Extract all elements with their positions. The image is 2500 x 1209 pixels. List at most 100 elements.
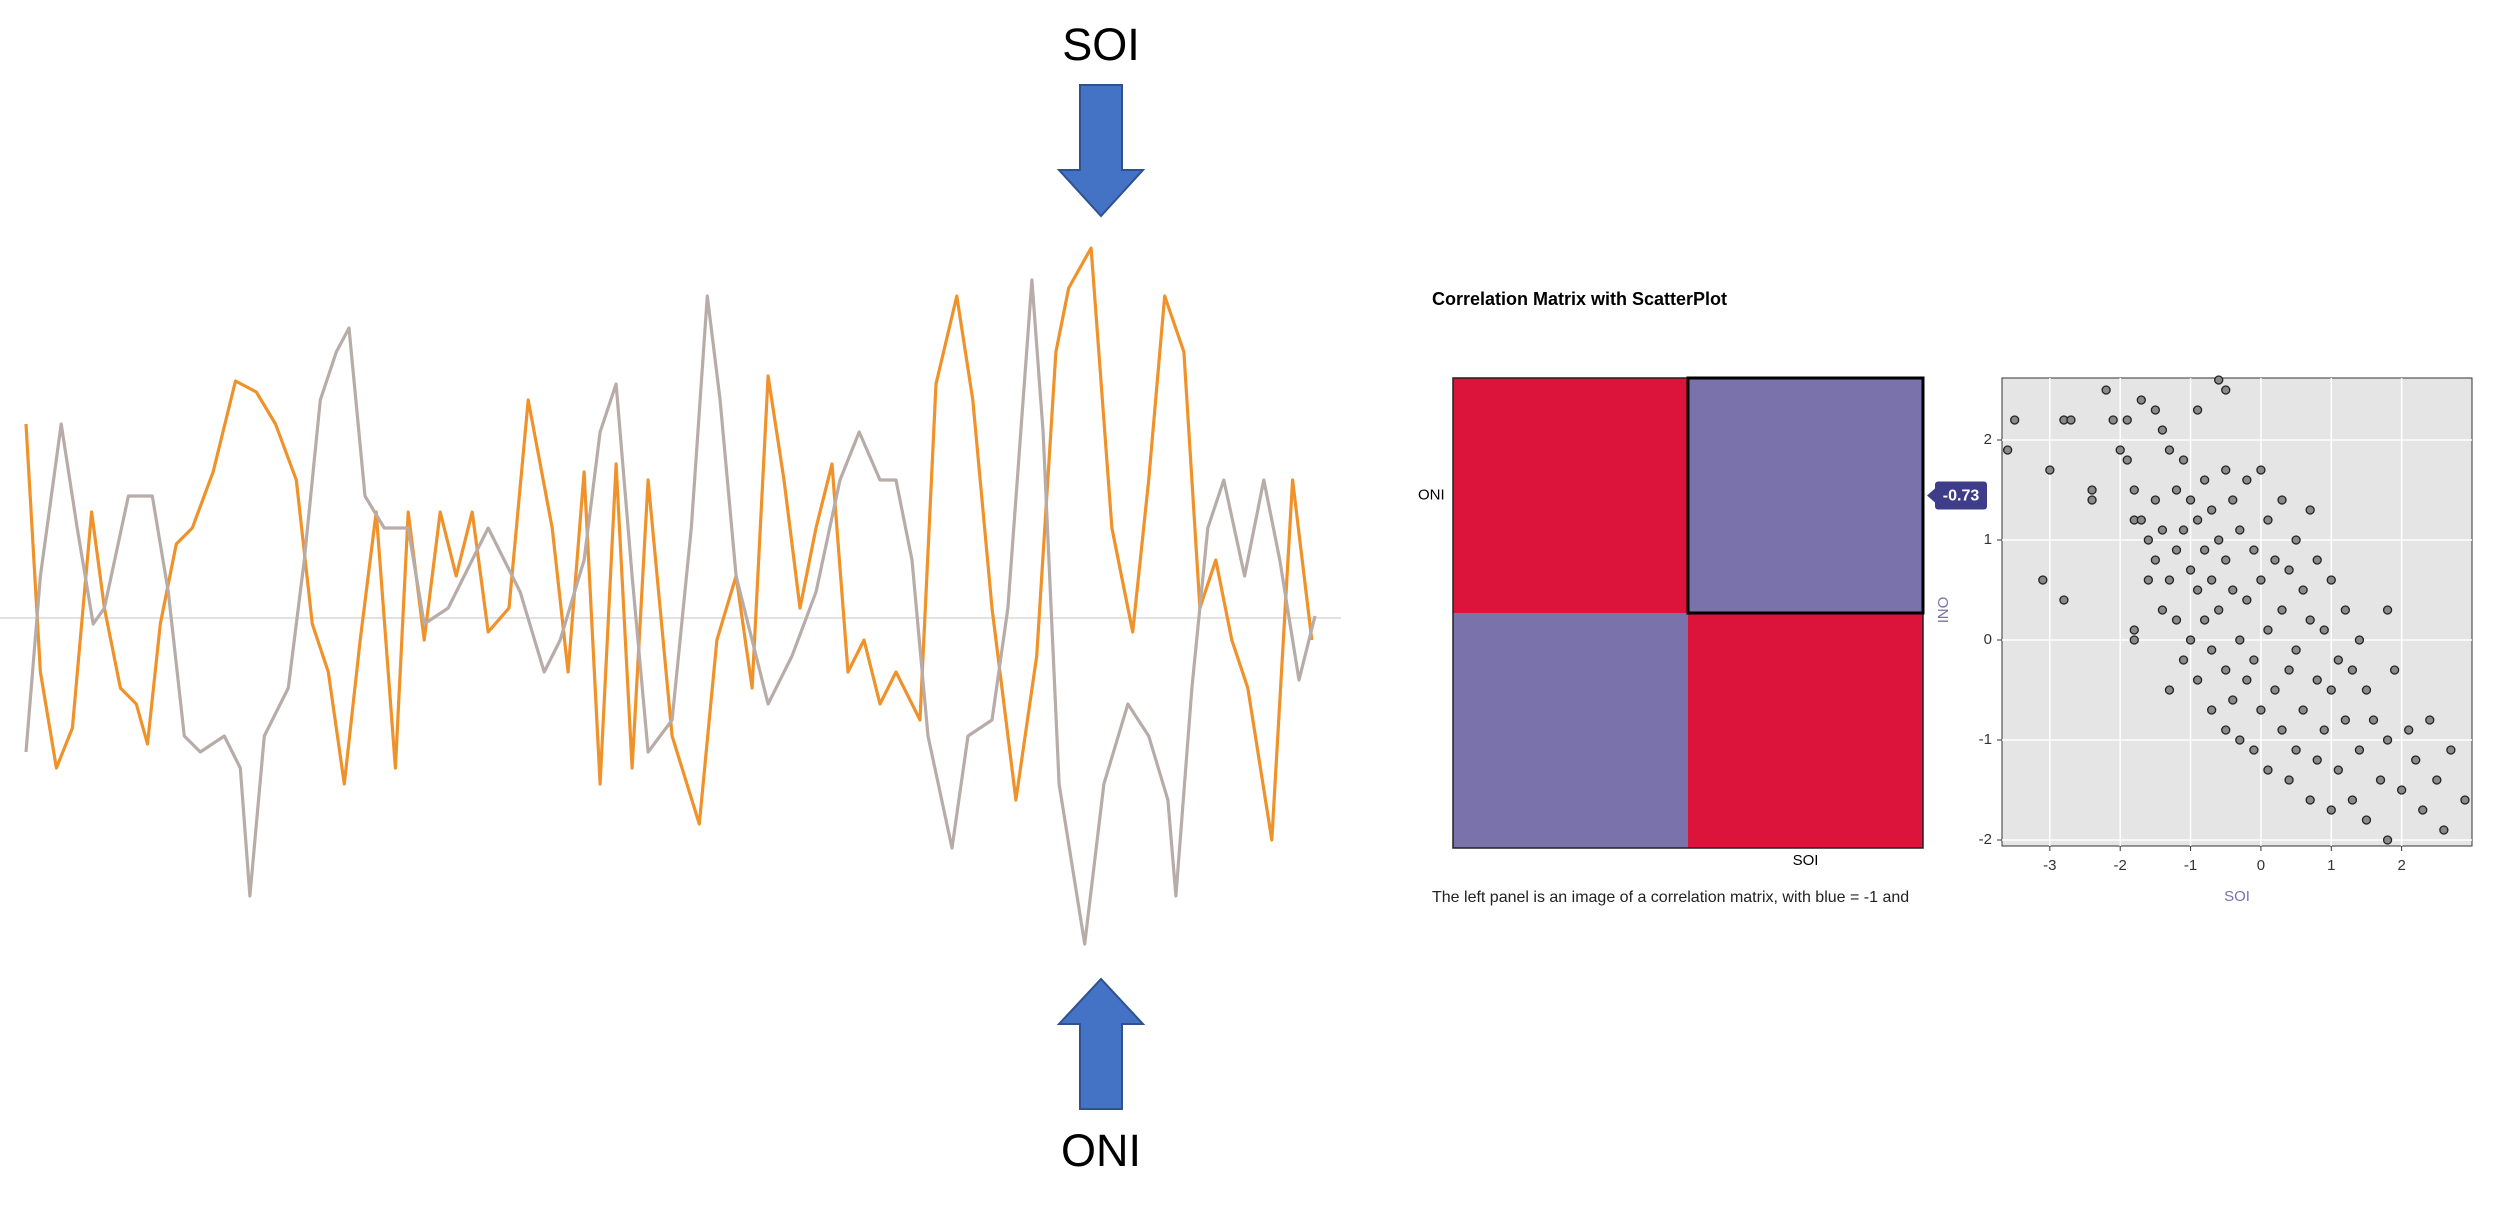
point [2214,535,2224,545]
point [2305,795,2315,805]
point [2242,675,2252,685]
point [2291,745,2301,755]
point [2157,605,2168,615]
point [2136,395,2146,405]
point [2263,765,2273,775]
point [2115,445,2125,455]
point [2228,585,2238,595]
caption: The left panel is an image of a correlat… [1432,889,1909,906]
point [2389,665,2400,675]
x-label: SOI [1793,852,1819,869]
point [2432,775,2442,785]
point [2221,465,2231,475]
point [2277,495,2287,505]
point [2347,665,2358,675]
point [2214,605,2224,615]
point [2178,655,2189,665]
point [2361,815,2372,825]
point [2312,675,2322,685]
point [2192,405,2203,415]
point [2143,535,2153,545]
point [2312,555,2322,565]
point [2185,635,2196,645]
point [2263,515,2273,525]
point [2263,625,2273,635]
point [2291,535,2301,545]
point [2326,805,2336,815]
x-axis-title: SOI [2224,888,2250,905]
point [2425,715,2435,725]
y-tick-label: 0 [1984,631,1992,648]
y-tick-label: 1 [1984,531,1992,548]
point [2171,615,2182,625]
point [2277,605,2287,615]
point [2319,625,2329,635]
x-tick-label: -2 [2114,857,2127,874]
point [2045,465,2055,475]
point [2136,515,2146,525]
point [2354,745,2365,755]
panel-title: Correlation Matrix with ScatterPlot [1432,289,1727,309]
point [2235,635,2245,645]
point [2199,475,2210,485]
point [2242,475,2252,485]
point [2122,455,2132,465]
point [2326,575,2336,585]
point [2340,715,2351,725]
x-tick-label: 0 [2257,857,2265,874]
point [2347,795,2358,805]
point [2284,775,2294,785]
heatmap-cell [1453,378,1688,613]
heatmap-cell [1688,378,1923,613]
x-tick-label: 1 [2327,857,2335,874]
point [2270,555,2280,565]
point [2235,735,2245,745]
point [2256,575,2266,585]
x-tick-label: 2 [2397,857,2405,874]
point [2333,655,2343,665]
point [2087,485,2097,495]
point [2249,545,2259,555]
value-label: -0.73 [1943,488,1980,505]
point [2002,445,2013,455]
point [2129,625,2139,635]
point [2164,575,2175,585]
point [2192,585,2203,595]
cell-highlight [1686,376,1925,615]
point [2164,685,2175,695]
point [2298,585,2308,595]
point [2010,415,2020,425]
point [2312,755,2322,765]
point [2382,605,2393,615]
point [2228,695,2238,705]
point [2207,645,2217,655]
value-badge [1935,481,1987,510]
point [2059,595,2069,605]
point [2326,685,2336,695]
point [2192,675,2203,685]
point [2228,495,2238,505]
point [2361,685,2372,695]
heatmap-cell [1453,613,1688,848]
point [2284,665,2294,675]
point [2207,705,2217,715]
point [2038,575,2048,585]
y-tick-label: -2 [1979,831,1992,848]
point [2221,725,2231,735]
y-label: ONI [1418,486,1445,503]
y-tick-label: 2 [1984,431,1992,448]
point [2404,725,2414,735]
point [2340,605,2351,615]
point [2319,725,2329,735]
point [2164,445,2175,455]
point [2129,635,2139,645]
point [2122,415,2132,425]
point [2171,485,2182,495]
point [2192,515,2203,525]
point [2382,735,2393,745]
point [2199,545,2210,555]
point [2199,615,2210,625]
x-tick-label: -1 [2184,857,2197,874]
point [2284,565,2294,575]
